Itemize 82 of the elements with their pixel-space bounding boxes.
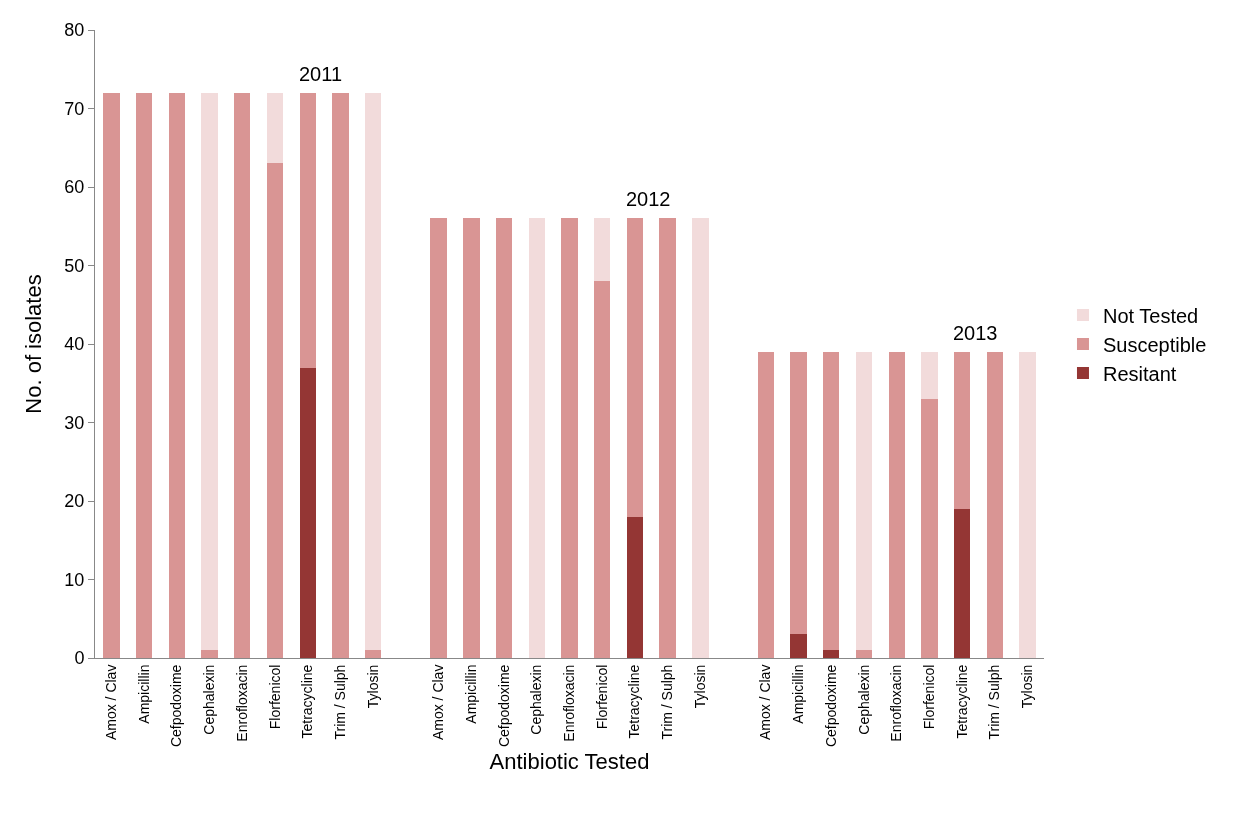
x-tick-label: Trim / Sulph (659, 664, 676, 740)
y-axis-title: No. of isolates (21, 274, 46, 414)
bar (201, 650, 218, 658)
legend-label: Resitant (1102, 362, 1177, 385)
bar (463, 218, 480, 658)
bar (594, 218, 611, 282)
bar (528, 218, 545, 658)
bar (103, 92, 120, 658)
bar (921, 351, 938, 399)
x-tick-label: Tylosin (691, 664, 708, 709)
y-tick-label: 0 (74, 648, 85, 669)
bar (299, 92, 316, 368)
annotation: 2011 (299, 63, 343, 85)
bar (626, 218, 644, 517)
bar (266, 92, 284, 164)
bar (332, 92, 349, 658)
x-tick-label: Tetracycline (626, 664, 643, 739)
bar (364, 92, 382, 651)
y-tick-label: 20 (64, 491, 85, 512)
bar (234, 92, 251, 658)
bar (757, 351, 775, 658)
bar (135, 92, 153, 658)
x-tick-label: Ampicillin (790, 664, 807, 724)
x-tick-label: Cephalexin (855, 664, 872, 735)
x-tick-label: Florfenicol (266, 664, 283, 730)
bar (430, 218, 447, 658)
bar (561, 218, 578, 658)
annotation: 2012 (626, 188, 671, 210)
bar (855, 351, 873, 651)
bar (790, 634, 807, 658)
y-tick-label: 80 (64, 20, 85, 41)
bar (855, 650, 873, 658)
legend-label: Susceptible (1102, 333, 1207, 356)
x-tick-label: Florfenicol (593, 664, 610, 730)
x-tick-label: Trim / Sulph (331, 664, 348, 740)
bar (299, 367, 316, 658)
legend-label: Not Tested (1102, 304, 1199, 327)
x-tick-label: Ampicillin (135, 664, 152, 724)
x-tick-label: Enrofloxacin (888, 664, 905, 742)
x-tick-label: Florfenicol (921, 664, 938, 730)
bar (495, 218, 513, 658)
bar (626, 516, 644, 658)
x-tick-label: Amox / Clav (102, 664, 119, 741)
bar (201, 92, 218, 651)
bar (659, 218, 676, 658)
y-tick-label: 60 (64, 177, 85, 198)
bar (266, 163, 284, 658)
bar (1019, 351, 1036, 658)
x-tick-label: Amox / Clav (430, 664, 447, 741)
x-tick-label: Tylosin (1019, 664, 1036, 709)
x-tick-label: Cefpodoxime (822, 664, 839, 748)
y-tick-label: 40 (64, 334, 85, 355)
bar (692, 218, 709, 658)
bar (823, 351, 840, 651)
y-tick-label: 50 (64, 255, 85, 276)
bar (954, 351, 971, 509)
bar (823, 650, 840, 658)
bar (364, 650, 382, 658)
x-tick-label: Enrofloxacin (233, 664, 250, 742)
y-tick-label: 30 (64, 412, 85, 433)
y-tick-label: 70 (64, 98, 85, 119)
x-tick-label: Enrofloxacin (561, 664, 578, 742)
bar (594, 281, 611, 658)
x-tick-label: Cephalexin (528, 664, 545, 735)
bar (888, 351, 905, 658)
bar (921, 398, 938, 658)
y-tick-label: 10 (64, 569, 85, 590)
x-tick-label: Trim / Sulph (986, 664, 1003, 740)
x-tick-label: Tetracycline (953, 664, 970, 739)
x-tick-label: Ampicillin (462, 664, 479, 724)
bar (954, 508, 971, 658)
bar (168, 92, 185, 658)
x-axis-title: Antibiotic Tested (489, 749, 650, 775)
x-tick-label: Tetracycline (299, 664, 316, 739)
x-tick-label: Tylosin (364, 664, 381, 709)
x-tick-label: Amox / Clav (757, 664, 774, 741)
bar (790, 351, 807, 635)
x-tick-label: Cefpodoxime (168, 664, 185, 748)
x-tick-label: Cephalexin (201, 664, 218, 735)
x-tick-label: Cefpodoxime (495, 664, 512, 748)
annotation: 2013 (953, 322, 998, 344)
bar (986, 351, 1004, 658)
